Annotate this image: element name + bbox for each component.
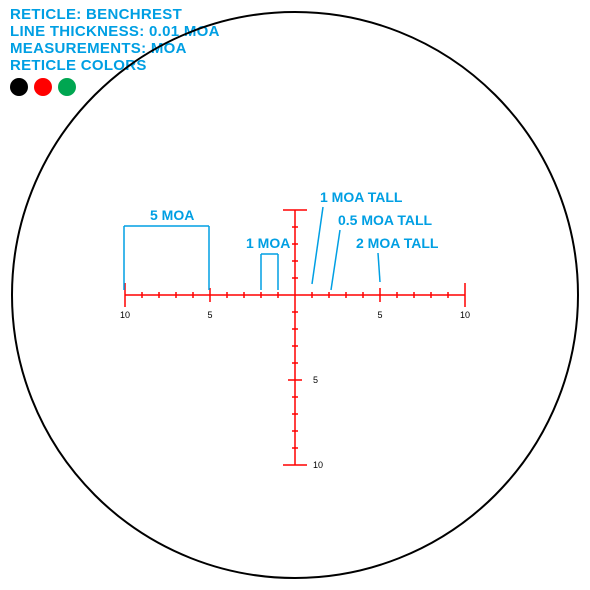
annotation-2moa-tall: 2 MOA TALL [356, 235, 439, 251]
annotation-1moa-tall: 1 MOA TALL [320, 189, 403, 205]
annotation-0_5moa-tall: 0.5 MOA TALL [338, 212, 433, 228]
axis-number: 5 [207, 310, 212, 320]
axis-number: 5 [313, 375, 318, 385]
reticle-diagram: 10 5 5 10 5 10 5 MOA 1 MOA 1 MOA TALL 0.5 MOA TAL… [0, 0, 590, 590]
annotation-5moa: 5 MOA [150, 207, 194, 223]
annotation-1moa: 1 MOA [246, 235, 290, 251]
axis-number: 10 [460, 310, 470, 320]
axis-number: 10 [120, 310, 130, 320]
axis-number: 10 [313, 460, 323, 470]
axis-number: 5 [377, 310, 382, 320]
